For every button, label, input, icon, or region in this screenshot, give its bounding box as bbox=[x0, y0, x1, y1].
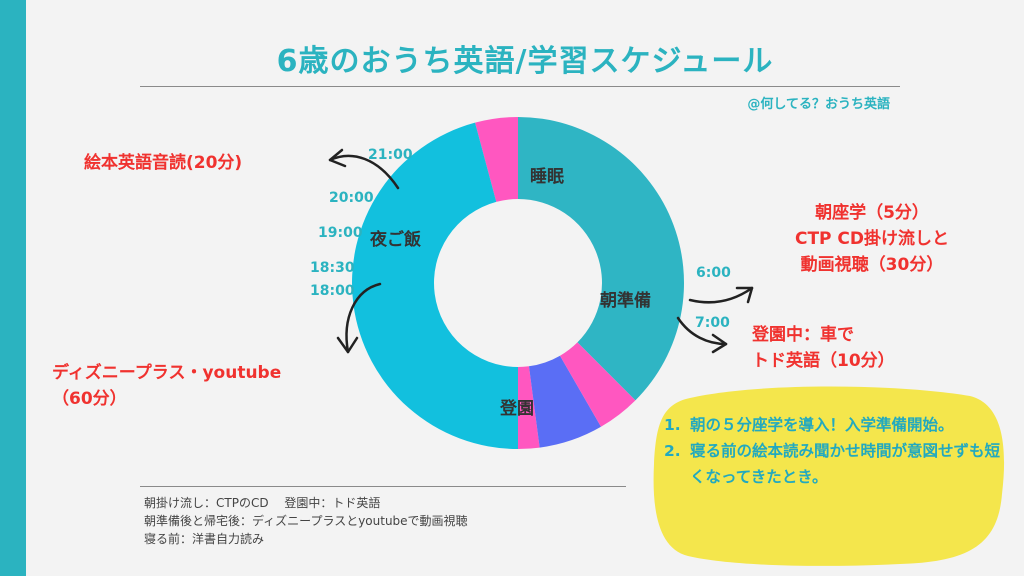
time-label-1800: 18:00 bbox=[310, 283, 355, 299]
donut-segment-4 bbox=[528, 355, 601, 448]
credit-label: @何してる？おうち英語 bbox=[747, 97, 890, 112]
arrows bbox=[328, 148, 754, 354]
segment-label-morning-prep: 朝準備 bbox=[600, 291, 651, 311]
notes-block: 朝掛け流し：CTPのCD 登園中：トド英語 朝準備後と帰宅後：ディズニープラスと… bbox=[144, 494, 468, 548]
title-divider bbox=[140, 86, 900, 87]
segment-label-dinner: 夜ご飯 bbox=[370, 230, 421, 250]
annotation-morning: 朝座学（5分） CTP CD掛け流しと 動画視聴（30分） bbox=[794, 203, 950, 275]
arrow-commute bbox=[676, 316, 728, 346]
time-label-2100: 21:00 bbox=[368, 147, 413, 163]
arrow-reading bbox=[328, 154, 400, 190]
arrow-tv bbox=[345, 282, 382, 354]
donut-segment-1 bbox=[475, 117, 518, 202]
annotation-reading: 絵本英語音読(20分) bbox=[84, 153, 243, 173]
time-label-0600: 6:00 bbox=[696, 265, 731, 281]
time-label-0700: 7:00 bbox=[695, 315, 730, 331]
highlight-blob bbox=[653, 386, 1005, 566]
time-label-1830: 18:30 bbox=[310, 260, 355, 276]
arrow-morning-head bbox=[735, 286, 754, 304]
note-line-2: 朝準備後と帰宅後：ディズニープラスとyoutubeで動画視聴 bbox=[144, 514, 468, 528]
segment-label-sleep: 睡眠 bbox=[530, 167, 564, 187]
donut-segment-5 bbox=[560, 342, 636, 427]
donut-segments bbox=[352, 117, 684, 449]
annotation-tv: ディズニープラス・youtube （60分） bbox=[52, 363, 282, 409]
arrow-morning bbox=[688, 286, 754, 304]
segment-label-school: 登園 bbox=[500, 399, 534, 419]
arrow-reading-head bbox=[328, 148, 347, 168]
left-accent-bar bbox=[0, 0, 26, 576]
key-point-2: 2. 寝る前の絵本読み聞かせ時間が意図せずも短くなってきたとき。 bbox=[664, 442, 1001, 486]
donut-segment-2 bbox=[352, 122, 518, 449]
note-line-1: 朝掛け流し：CTPのCD 登園中：トド英語 bbox=[144, 496, 381, 510]
annotation-commute: 登園中：車で トド英語（10分） bbox=[752, 325, 895, 371]
note-line-3: 寝る前：洋書自力読み bbox=[144, 532, 265, 546]
donut-segment-3 bbox=[518, 366, 540, 449]
arrow-commute-head bbox=[711, 333, 728, 354]
key-point-1: 1. 朝の５分座学を導入！入学準備開始。 bbox=[664, 416, 954, 434]
page-title: 6歳のおうち英語/学習スケジュール bbox=[276, 44, 774, 79]
notes-divider bbox=[140, 486, 626, 487]
key-points-list: 1. 朝の５分座学を導入！入学準備開始。 2. 寝る前の絵本読み聞かせ時間が意図せず… bbox=[664, 412, 1004, 490]
time-label-2000: 20:00 bbox=[329, 190, 374, 206]
donut-segment-0 bbox=[518, 117, 684, 401]
arrow-tv-head bbox=[336, 336, 359, 354]
time-label-1900: 19:00 bbox=[318, 225, 363, 241]
